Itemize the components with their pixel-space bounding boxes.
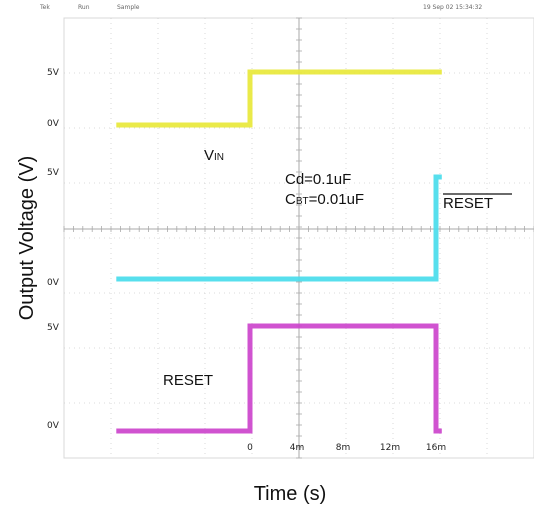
x-tick-8m: 8m [336, 443, 351, 453]
x-tick-0: 0 [247, 443, 253, 453]
reset-level-0v: 0V [47, 421, 60, 431]
annotation-cbt: CBT=0.01uF [285, 191, 364, 208]
vin-level-5v: 5V [47, 68, 60, 78]
trace-vin [116, 69, 442, 128]
header-item-tek: Tek [39, 4, 50, 11]
header-item-sample: Sample [117, 4, 140, 11]
resetbar-level-0v: 0V [47, 278, 60, 288]
trace-reset-bar [116, 174, 442, 282]
channel-level-labels: 5V 0V 5V 0V 5V 0V [47, 68, 60, 431]
y-axis-label: Output Voltage (V) [16, 156, 38, 321]
vin-label: VIN [204, 147, 224, 164]
x-axis-label: Time (s) [254, 483, 327, 505]
grid [63, 17, 534, 459]
reset-level-5v: 5V [47, 323, 60, 333]
annotation-cd: Cd=0.1uF [285, 171, 351, 188]
x-tick-4m: 4m [290, 443, 305, 453]
header-item-run: Run [78, 4, 90, 11]
trace-reset [116, 323, 442, 434]
vin-level-0v: 0V [47, 119, 60, 129]
x-tick-12m: 12m [380, 443, 400, 453]
traces [116, 69, 442, 434]
header-timestamp: 19 Sep 02 15:34:32 [423, 4, 482, 11]
reset-bar-label: RESET [443, 195, 493, 212]
reset-label: RESET [163, 372, 213, 389]
x-tick-labels: 0 4m 8m 12m 16m [247, 443, 446, 453]
resetbar-level-5v: 5V [47, 168, 60, 178]
x-tick-16m: 16m [426, 443, 446, 453]
